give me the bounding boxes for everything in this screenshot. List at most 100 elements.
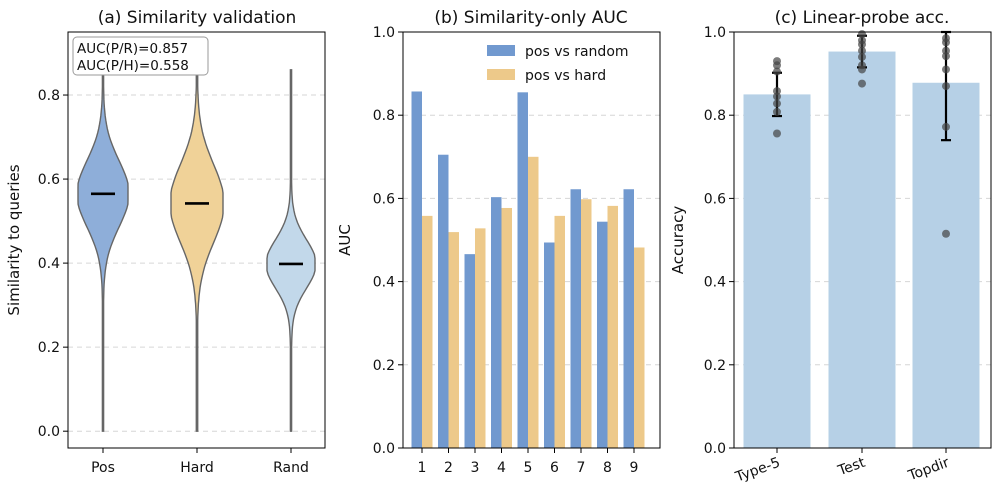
panel-b-title: (b) Similarity-only AUC <box>434 8 627 28</box>
data-point-topdir <box>942 65 950 74</box>
panel-b-y-axis-label: AUC <box>336 224 354 256</box>
bar-pos-vs-random-7 <box>570 189 581 449</box>
panel-c-y-tick-label: 0.0 <box>704 441 726 457</box>
data-point-test <box>858 79 866 88</box>
panel-b-frame <box>402 31 661 449</box>
panel-b-y-tick-label: 0.8 <box>373 108 395 124</box>
legend-label-pos-vs-hard: pos vs hard <box>525 68 606 84</box>
x-tick-label-topdir: Topdir <box>905 455 951 485</box>
bar-pos-vs-random-1 <box>411 91 422 448</box>
panel-b-bars <box>411 91 645 449</box>
bar-pos-vs-hard-4 <box>501 207 512 448</box>
bar-pos-vs-hard-2 <box>448 232 459 448</box>
x-tick-label-1: 1 <box>418 460 427 476</box>
bar-pos-vs-hard-9 <box>634 247 645 448</box>
x-tick-label-pos: Pos <box>91 460 115 476</box>
panel-c-x-ticks: Type-5 Test Topdir <box>733 448 952 486</box>
panel-a-y-tick-label: 0.8 <box>38 88 60 104</box>
legend-swatch-pos-vs-random <box>487 45 515 56</box>
data-point-topdir <box>942 82 950 91</box>
legend-label-pos-vs-random: pos vs random <box>525 44 629 60</box>
data-point-test <box>858 52 866 61</box>
legend-swatch-pos-vs-hard <box>487 69 515 80</box>
x-tick-label-4: 4 <box>497 460 506 476</box>
panel-c-title: (c) Linear-probe acc. <box>775 8 950 28</box>
bar-pos-vs-hard-8 <box>607 205 618 448</box>
bar-pos-vs-random-4 <box>491 197 502 448</box>
panel-a-title: (a) Similarity validation <box>98 8 297 28</box>
panel-a-y-tick-label: 0.0 <box>38 424 60 440</box>
panel-c-y-axis-label: Accuracy <box>669 206 687 275</box>
x-tick-label-rand: Rand <box>273 460 309 476</box>
panel-a-y-axis-label: Similarity to queries <box>5 164 23 315</box>
bar-pos-vs-random-5 <box>517 92 528 448</box>
x-tick-label-8: 8 <box>603 460 612 476</box>
bar-type-5 <box>743 94 811 449</box>
panel-a-annotation-box: AUC(P/R)=0.857 AUC(P/H)=0.558 <box>72 36 209 76</box>
data-point-test <box>858 30 866 39</box>
panel-a-y-tick-label: 0.4 <box>38 256 60 272</box>
panel-c-y-ticks: 0.0 0.2 0.4 0.6 0.8 1.0 <box>704 25 734 457</box>
panel-a-y-tick-label: 0.6 <box>38 172 60 188</box>
data-point-type-5 <box>773 99 781 108</box>
data-point-test <box>858 61 866 70</box>
panel-b-similarity-only-auc: (b) Similarity-only AUC AUC 0.0 0.2 0.4 0.6… <box>336 8 661 476</box>
bar-pos-vs-hard-5 <box>528 156 539 449</box>
data-point-type-5 <box>773 67 781 76</box>
x-tick-label-2: 2 <box>444 460 453 476</box>
violin-rand <box>266 69 316 432</box>
panel-a-y-tick-label: 0.2 <box>38 340 60 356</box>
bar-pos-vs-hard-7 <box>581 199 592 448</box>
bar-test <box>828 51 896 448</box>
panel-b-y-tick-label: 0.6 <box>373 191 395 207</box>
violin-hard <box>170 60 224 432</box>
bar-pos-vs-random-9 <box>623 189 634 449</box>
violin-pos <box>77 52 129 432</box>
panel-c-y-tick-label: 0.6 <box>704 191 726 207</box>
data-point-type-5 <box>773 107 781 116</box>
panel-c-y-tick-label: 1.0 <box>704 25 726 41</box>
panel-a-x-ticks: Pos Hard Rand <box>91 448 309 476</box>
panel-a-violins <box>77 52 316 432</box>
annotation-box-frame <box>72 36 209 76</box>
bar-pos-vs-random-3 <box>464 254 475 448</box>
bar-pos-vs-hard-1 <box>422 215 433 448</box>
panel-b-y-tick-label: 0.2 <box>373 358 395 374</box>
bar-pos-vs-random-8 <box>597 221 608 448</box>
panel-b-y-tick-label: 0.0 <box>373 441 395 457</box>
x-tick-label-9: 9 <box>630 460 639 476</box>
x-tick-label-hard: Hard <box>180 460 214 476</box>
data-point-test <box>858 36 866 45</box>
data-point-type-5 <box>773 57 781 66</box>
data-point-topdir <box>942 34 950 43</box>
panel-c-y-tick-label: 0.4 <box>704 275 726 291</box>
panel-b-y-ticks: 0.0 0.2 0.4 0.6 0.8 1.0 <box>373 25 403 457</box>
bar-pos-vs-hard-6 <box>554 215 565 448</box>
panel-b-y-tick-label: 0.4 <box>373 275 395 291</box>
bar-pos-vs-random-2 <box>438 154 449 448</box>
data-point-topdir <box>942 229 950 238</box>
bar-topdir <box>912 82 980 448</box>
bar-pos-vs-random-6 <box>544 242 555 448</box>
panel-a-frame <box>67 31 326 449</box>
annotation-auc-pos-random: AUC(P/R)=0.857 <box>77 41 188 57</box>
x-tick-label-test: Test <box>835 455 868 480</box>
panel-b-y-tick-label: 1.0 <box>373 25 395 41</box>
panel-b-legend: pos vs random pos vs hard <box>487 44 629 84</box>
x-tick-label-7: 7 <box>577 460 586 476</box>
annotation-auc-pos-hard: AUC(P/H)=0.558 <box>77 58 189 74</box>
x-tick-label-5: 5 <box>524 460 533 476</box>
data-point-topdir <box>942 122 950 131</box>
panel-c-y-tick-label: 0.8 <box>704 108 726 124</box>
panel-a-similarity-validation: (a) Similarity validation Similarity to … <box>5 8 326 476</box>
panel-c-frame <box>733 31 992 449</box>
panel-c-bars <box>743 30 980 449</box>
data-point-type-5 <box>773 129 781 138</box>
panel-b-x-ticks: 1 2 3 4 5 6 7 8 9 <box>418 448 639 476</box>
x-tick-label-type-5: Type-5 <box>733 455 783 486</box>
data-point-type-5 <box>773 87 781 96</box>
x-tick-label-6: 6 <box>550 460 559 476</box>
panel-c-y-tick-label: 0.2 <box>704 358 726 374</box>
x-tick-label-3: 3 <box>471 460 480 476</box>
